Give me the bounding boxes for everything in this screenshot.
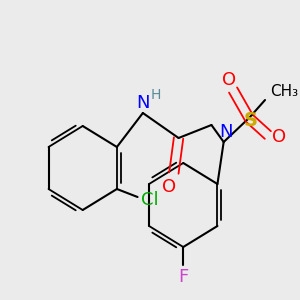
Text: F: F (178, 268, 188, 286)
Text: H: H (151, 88, 161, 102)
Text: N: N (136, 94, 150, 112)
Text: O: O (162, 178, 176, 196)
Text: O: O (272, 128, 286, 146)
Text: Cl: Cl (141, 191, 159, 209)
Text: CH₃: CH₃ (270, 85, 298, 100)
Text: N: N (219, 123, 232, 141)
Text: S: S (244, 110, 258, 130)
Text: O: O (222, 71, 236, 89)
